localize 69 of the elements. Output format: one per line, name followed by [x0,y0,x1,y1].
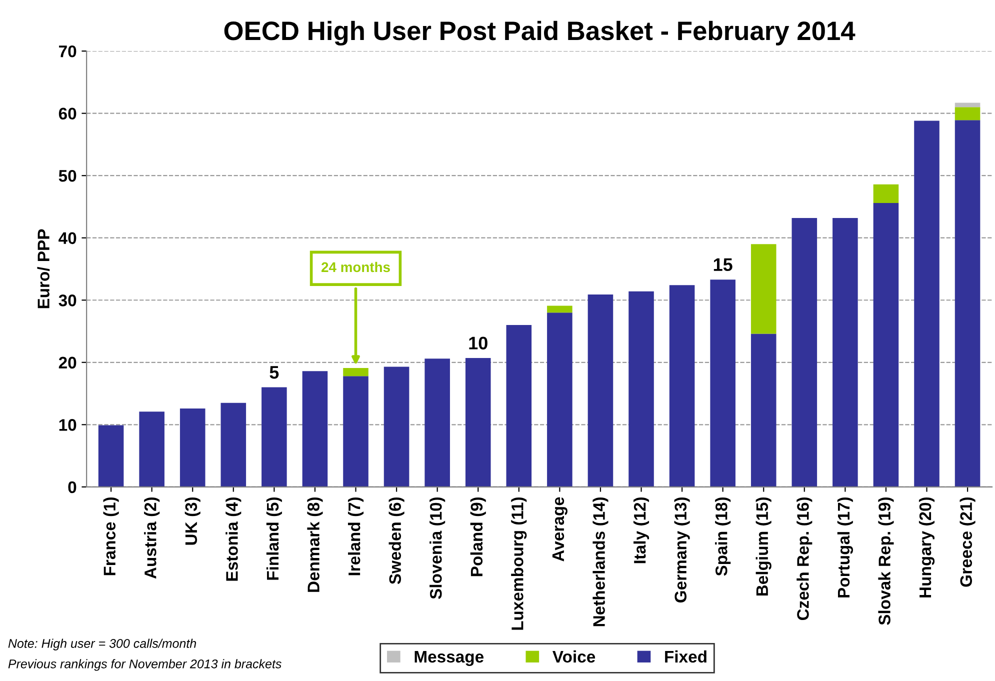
x-tick-label: Ireland (7) [348,497,364,576]
bar [384,366,410,487]
text: Note: High user = 300 calls/month [8,638,196,650]
annotation: 15 [714,258,732,272]
chart-title: OECD High User Post Paid Basket - February 2014 [224,20,856,46]
legend-label: Voice [552,650,596,663]
x-tick-label: Sweden (6) [388,497,404,584]
bar [180,408,206,487]
x-tick-label: Belgium (15) [756,497,772,596]
bar [506,325,532,487]
x-tick-label: Portugal (17) [837,497,853,598]
bar [139,412,164,487]
bar [547,306,572,313]
annotation: 10 [469,336,488,350]
x-tick-label: Luxembourg (11) [511,497,527,630]
y-tick-label: 70 [59,45,76,58]
y-tick-label: 10 [59,419,76,431]
bar [750,334,776,487]
x-tick-label: Czech Rep. (16) [796,497,812,620]
x-tick-label: Netherlands (14) [592,497,608,626]
bar [873,202,899,487]
x-tick-label: Estonia (4) [226,497,242,581]
x-tick-label: Denmark (8) [307,497,323,592]
annotation: 5 [270,366,279,379]
legend-label: Fixed [665,650,706,663]
x-tick-label: Slovenia (10) [430,497,446,599]
text: Previous rankings for November 2013 in brackets [8,659,282,671]
x-tick-label: Greece (21) [960,497,976,587]
bar [792,218,818,487]
x-tick-label: France (1) [103,497,119,576]
bar [954,102,980,108]
y-tick-label: 0 [68,481,76,494]
bar [547,312,572,487]
y-tick-label: 40 [58,232,76,244]
bar [465,358,491,487]
bar [710,280,736,487]
bar [832,218,858,487]
bar [588,294,614,487]
x-tick-label: Germany (13) [674,497,690,602]
x-tick-label: Poland (9) [470,497,486,576]
bar [669,285,695,487]
x-tick-label: Finland (5) [266,497,282,580]
bar [954,107,980,120]
y-axis-title: Euro/ PPP [37,229,50,308]
bar [424,358,450,487]
bar [262,387,287,487]
x-tick-label: Austria (2) [144,497,160,579]
x-tick-label: Average [552,497,568,562]
bar [343,376,368,487]
y-tick-label: 50 [58,170,76,182]
annotation: 24 months [322,262,390,272]
y-tick-label: 60 [58,108,76,120]
x-tick-label: Hungary (20) [918,497,935,598]
x-tick-label: UK (3) [184,497,200,545]
bar [98,425,124,487]
x-tick-label: Slovak Rep. (19) [878,497,894,625]
bar [343,368,368,376]
legend-label: Message [414,651,484,666]
bar [954,120,980,487]
bar [302,371,328,487]
bar [220,402,246,487]
x-tick-label: Italy (12) [633,497,650,564]
bar [750,244,776,334]
y-tick-label: 20 [58,356,76,369]
bar [873,184,899,203]
x-tick-label: Spain (18) [715,497,731,576]
y-tick-label: 30 [58,294,76,306]
bar [628,291,654,487]
bar [914,120,940,487]
